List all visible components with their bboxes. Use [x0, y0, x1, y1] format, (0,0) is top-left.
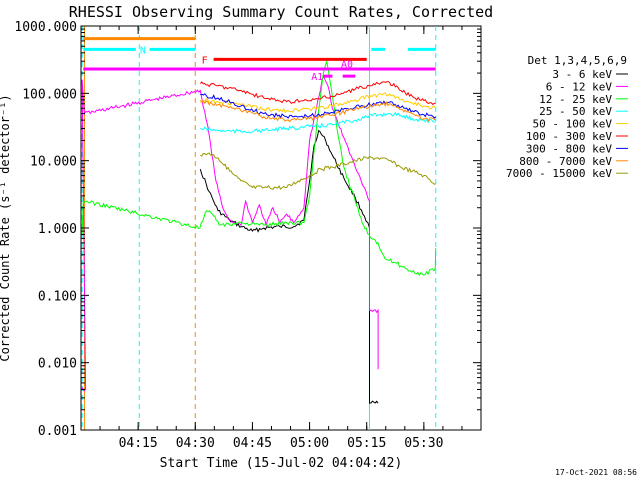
flag-label: N — [140, 45, 146, 56]
x-tick-label: 05:30 — [404, 436, 443, 451]
plot-frame — [80, 25, 482, 431]
legend-label: 7000 - 15000 keV — [506, 167, 612, 180]
x-tick-label: 04:15 — [119, 436, 158, 451]
series-line-2 — [81, 74, 379, 392]
series-line-4 — [200, 111, 436, 134]
legend-label: 3 - 6 keV — [552, 68, 612, 81]
x-axis-label: Start Time (15-Jul-02 04:04:42) — [160, 456, 403, 471]
legend-label: 25 - 50 keV — [539, 105, 612, 118]
series-line-3 — [81, 61, 437, 277]
legend-title: Det 1,3,4,5,6,9 — [528, 54, 627, 67]
chart-title: RHESSI Observing Summary Count Rates, Co… — [69, 3, 493, 21]
y-tick-label: 0.001 — [38, 424, 77, 439]
y-tick-label: 1.000 — [38, 222, 77, 237]
flag-label: F — [202, 55, 208, 66]
x-tick-label: 05:15 — [347, 436, 386, 451]
legend-label: 100 - 300 keV — [526, 130, 612, 143]
legend-label: 50 - 100 keV — [533, 118, 613, 131]
series-line-6 — [199, 80, 436, 106]
y-tick-label: 1000.000 — [14, 20, 77, 35]
flag-label: S — [71, 35, 77, 46]
series-line-1 — [199, 129, 379, 404]
x-tick-label: 04:30 — [176, 436, 215, 451]
flag-label: A1 — [311, 72, 323, 83]
legend-label: 800 - 7000 keV — [519, 155, 612, 168]
y-tick-label: 10.000 — [30, 155, 77, 170]
x-tick-label: 05:00 — [290, 436, 329, 451]
series-line-5 — [199, 92, 437, 114]
y-tick-label: 0.010 — [38, 357, 77, 372]
legend-label: 12 - 25 keV — [539, 93, 612, 106]
legend-label: 300 - 800 keV — [526, 142, 612, 155]
x-tick-label: 04:45 — [233, 436, 272, 451]
y-axis-label: Corrected Count Rate (s⁻¹ detector⁻¹) — [0, 94, 12, 361]
y-tick-label: 100.000 — [22, 87, 77, 102]
timestamp: 17-Oct-2021 08:56 — [555, 468, 637, 477]
series-line-7 — [200, 93, 437, 119]
series-line-9 — [200, 152, 436, 191]
flag-label: A0 — [341, 60, 353, 71]
series-line-8 — [200, 100, 436, 123]
legend-label: 6 - 12 keV — [546, 80, 613, 93]
y-tick-label: 0.100 — [38, 289, 77, 304]
